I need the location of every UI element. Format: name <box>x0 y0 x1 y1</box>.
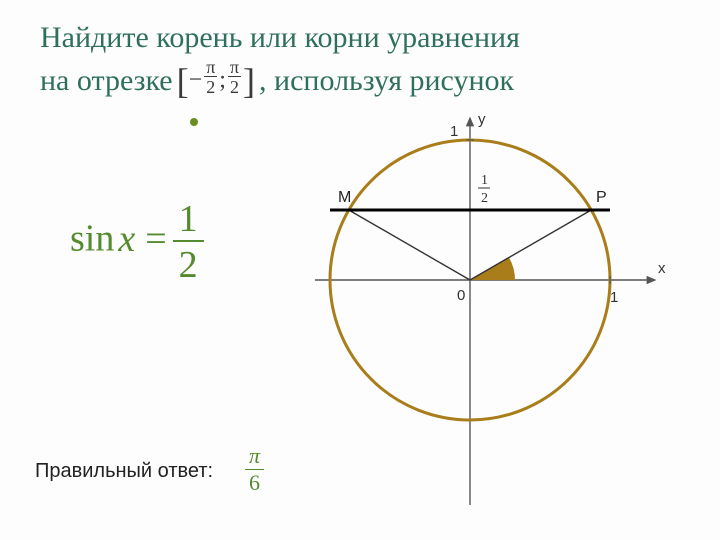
equation-eq: = <box>145 218 166 260</box>
equation: sinx=12 <box>70 200 204 284</box>
unit-circle-diagram: x y 0 1 1 M P 1 2 <box>300 110 680 520</box>
title-post-interval: , используя рисунок <box>259 64 514 97</box>
bullet-icon <box>190 118 198 126</box>
y-axis-label: y <box>478 111 486 128</box>
interval-a: π2 <box>204 58 217 96</box>
svg-text:1: 1 <box>481 173 488 188</box>
interval: [−π2;π2] <box>177 57 255 106</box>
point-p-label: P <box>596 189 607 206</box>
one-y-label: 1 <box>450 123 458 140</box>
origin-label: 0 <box>457 287 465 304</box>
half-label: 1 2 <box>478 173 490 206</box>
one-x-label: 1 <box>610 289 618 306</box>
answer-value: π6 <box>245 445 264 494</box>
title-line1: Найдите корень или корни уравнения <box>40 21 520 54</box>
answer-label: Правильный ответ: <box>35 460 213 483</box>
interval-b: π2 <box>228 58 241 96</box>
ray-m <box>349 210 470 280</box>
left-bracket: [ <box>177 61 189 101</box>
point-m-label: M <box>338 189 351 206</box>
equation-rhs: 12 <box>173 200 204 284</box>
ray-p <box>470 210 591 280</box>
x-axis-label: x <box>658 260 666 277</box>
equation-func: sin <box>70 218 114 260</box>
interval-sep: ; <box>219 66 226 92</box>
interval-a-neg: − <box>189 66 203 92</box>
right-bracket: ] <box>243 61 255 101</box>
title-pre-interval: на отрезке <box>40 64 173 97</box>
problem-title: Найдите корень или корни уравнения на от… <box>40 18 680 107</box>
equation-var: x <box>118 218 135 260</box>
svg-text:2: 2 <box>481 191 488 206</box>
